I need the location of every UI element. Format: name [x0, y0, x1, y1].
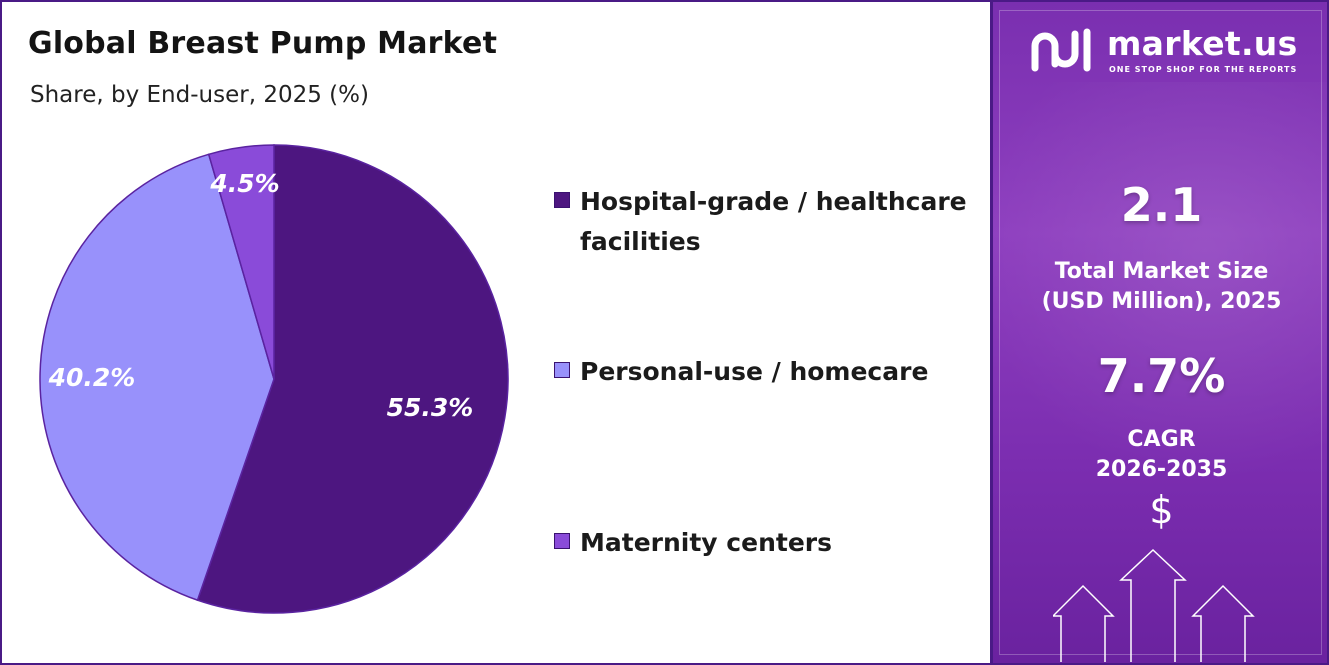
logo-mark-icon: [1031, 28, 1091, 72]
market-size-label-line1: Total Market Size: [1054, 259, 1269, 284]
brand-name: market.us: [1107, 24, 1298, 63]
pie-chart: 55.3% 40.2% 4.5%: [39, 144, 509, 614]
pie-slice-personal: [39, 153, 275, 602]
dollar-icon: $: [1149, 488, 1174, 532]
legend-label-hospital: Hospital-grade / healthcare facilities: [580, 187, 967, 256]
cagr-value: 7.7%: [1097, 349, 1226, 403]
chart-subtitle: Share, by End-user, 2025 (%): [30, 82, 369, 108]
cagr-stat: 7.7%: [993, 349, 1327, 403]
pie-label-personal: 40.2%: [48, 363, 136, 392]
summary-panel: market.us ONE STOP SHOP FOR THE REPORTS …: [990, 2, 1327, 663]
cagr-caption: CAGR 2026-2035: [993, 425, 1327, 485]
cagr-label-line2: 2026-2035: [1095, 457, 1228, 482]
pie-slice-hospital: [196, 144, 509, 614]
chart-panel: Global Breast Pump Market Share, by End-…: [2, 2, 990, 663]
market-size-caption: Total Market Size (USD Million), 2025: [993, 257, 1327, 317]
legend-swatch-maternity: [554, 533, 570, 549]
legend-label-personal: Personal-use / homecare: [580, 357, 929, 386]
growth-arrows-icon: [1053, 548, 1255, 662]
market-size-label-line2: (USD Million), 2025: [1041, 289, 1282, 314]
pie-label-hospital: 55.3%: [387, 393, 474, 422]
pie-label-maternity: 4.5%: [209, 169, 279, 198]
legend-item-hospital: Hospital-grade / healthcare facilities: [554, 182, 980, 262]
market-us-logo: market.us ONE STOP SHOP FOR THE REPORTS: [1029, 24, 1309, 76]
legend-label-maternity: Maternity centers: [580, 528, 832, 557]
legend-swatch-hospital: [554, 192, 570, 208]
cagr-label-line1: CAGR: [1127, 427, 1196, 452]
pie-slice-maternity: [207, 144, 275, 380]
market-size-value: 2.1: [1120, 178, 1203, 232]
brand-tagline: ONE STOP SHOP FOR THE REPORTS: [1109, 65, 1298, 74]
legend-item-personal: Personal-use / homecare: [554, 352, 980, 392]
chart-title: Global Breast Pump Market: [28, 26, 498, 61]
market-size-stat: 2.1: [993, 178, 1327, 232]
legend-item-maternity: Maternity centers: [554, 523, 980, 563]
legend-swatch-personal: [554, 362, 570, 378]
